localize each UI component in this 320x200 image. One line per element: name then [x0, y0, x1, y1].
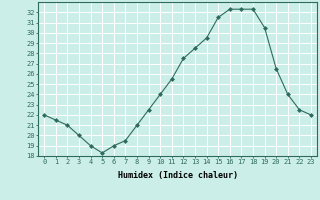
- X-axis label: Humidex (Indice chaleur): Humidex (Indice chaleur): [118, 171, 238, 180]
